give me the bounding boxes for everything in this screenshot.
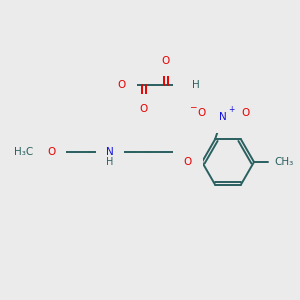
Text: N: N [219, 112, 227, 122]
Text: +: + [228, 105, 234, 114]
Text: CH₃: CH₃ [274, 157, 293, 167]
Text: O: O [184, 80, 192, 90]
Text: N: N [106, 147, 114, 157]
Text: O: O [140, 104, 148, 114]
Text: O: O [241, 109, 249, 118]
Text: H₃C: H₃C [14, 147, 33, 157]
Text: O: O [162, 56, 170, 66]
Text: −: − [189, 102, 197, 111]
Text: O: O [197, 109, 205, 118]
Text: H: H [110, 80, 118, 90]
Text: O: O [118, 80, 126, 90]
Text: O: O [47, 147, 55, 157]
Text: H: H [106, 157, 114, 167]
Text: H: H [192, 80, 200, 90]
Text: O: O [184, 157, 192, 167]
